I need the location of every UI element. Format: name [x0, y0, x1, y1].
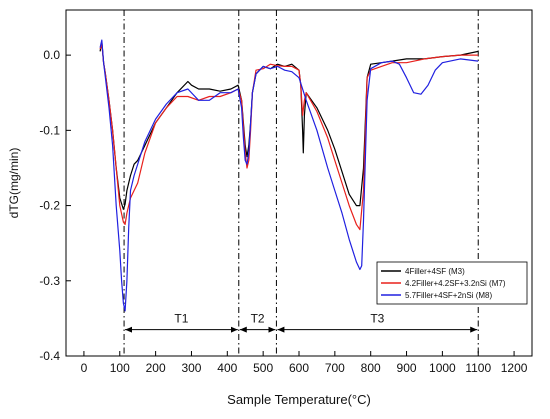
- y-tick-label: -0.4: [39, 349, 60, 363]
- x-tick-label: 1100: [465, 361, 491, 375]
- x-tick-label: 1000: [429, 361, 456, 375]
- x-tick-label: 100: [110, 361, 130, 375]
- x-tick-label: 800: [361, 361, 381, 375]
- x-tick-label: 300: [181, 361, 201, 375]
- legend-entry: 4.2Filler+4.2SF+3.2nSi (M7): [405, 279, 506, 288]
- y-tick-label: -0.2: [39, 199, 60, 213]
- series-line-3: [99, 39, 479, 312]
- y-axis-label: dTG(mg/min): [7, 148, 21, 219]
- x-tick-label: 200: [146, 361, 166, 375]
- range-label-t2: T2: [251, 312, 265, 326]
- x-tick-label: 600: [289, 361, 309, 375]
- x-tick-label: 400: [217, 361, 237, 375]
- x-tick-label: 0: [81, 361, 88, 375]
- x-axis-label: Sample Temperature(°C): [227, 392, 371, 407]
- x-tick-label: 900: [397, 361, 417, 375]
- x-tick-label: 500: [253, 361, 273, 375]
- range-label-t3: T3: [370, 312, 384, 326]
- legend: 4Filler+4SF (M3) 4.2Filler+4.2SF+3.2nSi (…: [376, 261, 528, 305]
- legend-entry: 5.7Filler+4SF+2nSi (M8): [405, 291, 492, 300]
- legend-box: [376, 261, 528, 305]
- y-tick-label: 0.0: [43, 48, 60, 62]
- x-tick-label: 700: [325, 361, 345, 375]
- x-tick-label: 1200: [501, 361, 528, 375]
- y-tick-label: -0.1: [39, 123, 60, 137]
- legend-entry: 4Filler+4SF (M3): [405, 267, 465, 276]
- y-tick-label: -0.3: [39, 274, 60, 288]
- range-label-t1: T1: [174, 312, 188, 326]
